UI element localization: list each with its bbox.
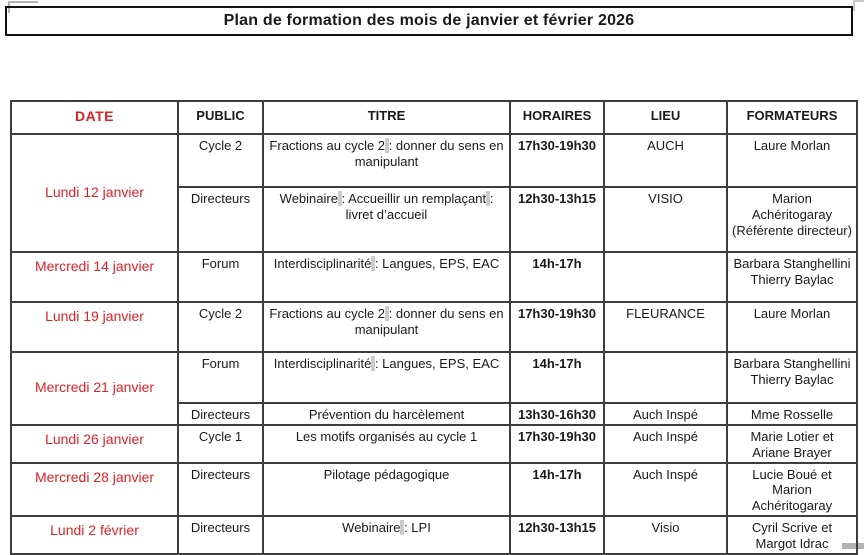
header-public[interactable]: PUBLIC <box>177 100 264 135</box>
public-cell[interactable]: Forum <box>177 351 264 404</box>
header-row: DATE PUBLIC TITRE HORAIRES LIEU FORMATEU… <box>10 100 858 135</box>
titre-cell[interactable]: Fractions au cycle 2 : donner du sens en… <box>262 133 511 188</box>
header-formateurs[interactable]: FORMATEURS <box>726 100 858 135</box>
formateurs-cell[interactable]: Laure Morlan <box>726 301 858 353</box>
public-cell[interactable]: Directeurs <box>177 461 264 518</box>
public-cell[interactable]: Directeurs <box>177 515 264 555</box>
formateurs-cell[interactable]: Marie Lotier et Ariane Brayer <box>726 423 858 464</box>
lieu-cell[interactable]: FLEURANCE <box>603 301 728 353</box>
header-titre[interactable]: TITRE <box>262 100 511 135</box>
table-row: Directeurs Webinaire : Accueillir un rem… <box>11 186 858 253</box>
titre-cell[interactable]: Pilotage pédagogique <box>262 461 511 518</box>
lieu-cell[interactable]: Visio <box>603 515 728 555</box>
formateurs-cell[interactable]: Marion Achéritogaray (Référente directeu… <box>726 186 858 253</box>
titre-cell[interactable]: Webinaire : LPI <box>262 515 511 555</box>
table-row: Mercredi 21 janvier Forum Interdisciplin… <box>10 351 858 426</box>
formateurs-cell[interactable]: Mme Rosselle <box>726 402 858 426</box>
table-row: Mercredi 28 janvier Directeurs Pilotage … <box>10 461 858 518</box>
date-cell[interactable]: Lundi 2 février <box>10 515 179 555</box>
formateurs-cell[interactable]: Barbara Stanghellini Thierry Baylac <box>726 351 858 404</box>
formateurs-cell[interactable]: Cyril Scrive et Margot Idrac <box>726 515 858 555</box>
page-corner-mark <box>853 0 864 11</box>
date-cell[interactable]: Lundi 26 janvier <box>10 423 179 464</box>
horaires-cell[interactable]: 17h30-19h30 <box>509 133 605 188</box>
public-cell[interactable]: Cycle 1 <box>177 423 264 464</box>
table-row: Lundi 19 janvier Cycle 2 Fractions au cy… <box>10 301 858 353</box>
horaires-cell[interactable]: 17h30-19h30 <box>509 301 605 353</box>
public-cell[interactable]: Cycle 2 <box>177 301 264 353</box>
header-date[interactable]: DATE <box>10 100 179 135</box>
formation-table: DATE PUBLIC TITRE HORAIRES LIEU FORMATEU… <box>10 100 858 555</box>
header-horaires[interactable]: HORAIRES <box>509 100 605 135</box>
table-row: Lundi 2 février Directeurs Webinaire : L… <box>10 515 858 555</box>
horaires-cell[interactable]: 17h30-19h30 <box>509 423 605 464</box>
page-title: Plan de formation des mois de janvier et… <box>223 12 635 29</box>
title-box: Plan de formation des mois de janvier et… <box>5 6 853 36</box>
titre-cell[interactable]: Fractions au cycle 2 : donner du sens en… <box>262 301 511 353</box>
public-cell[interactable]: Forum <box>177 251 264 303</box>
horaires-cell[interactable]: 14h-17h <box>509 461 605 518</box>
public-cell[interactable]: Cycle 2 <box>177 133 264 188</box>
horaires-cell[interactable]: 14h-17h <box>509 351 605 404</box>
date-cell[interactable]: Mercredi 21 janvier <box>10 351 179 426</box>
horaires-cell[interactable]: 12h30-13h15 <box>509 186 605 253</box>
titre-cell[interactable]: Prévention du harcèlement <box>262 402 511 426</box>
date-cell[interactable]: Lundi 12 janvier <box>10 133 179 253</box>
date-cell[interactable]: Mercredi 28 janvier <box>10 461 179 518</box>
lieu-cell[interactable] <box>603 351 728 404</box>
table-row: Lundi 12 janvier Cycle 2 Fractions au cy… <box>10 133 858 253</box>
table-row: Lundi 26 janvier Cycle 1 Les motifs orga… <box>10 423 858 464</box>
lieu-cell[interactable]: Auch Inspé <box>603 402 728 426</box>
formateurs-cell[interactable]: Laure Morlan <box>726 133 858 188</box>
titre-cell[interactable]: Webinaire : Accueillir un remplaçant : l… <box>262 186 511 253</box>
lieu-cell[interactable]: AUCH <box>603 133 728 188</box>
lieu-cell[interactable] <box>603 251 728 303</box>
public-cell[interactable]: Directeurs <box>177 186 264 253</box>
date-cell[interactable]: Mercredi 14 janvier <box>10 251 179 303</box>
lieu-cell[interactable]: Auch Inspé <box>603 461 728 518</box>
titre-cell[interactable]: Les motifs organisés au cycle 1 <box>262 423 511 464</box>
header-lieu[interactable]: LIEU <box>603 100 728 135</box>
formation-table-wrap: DATE PUBLIC TITRE HORAIRES LIEU FORMATEU… <box>10 100 858 555</box>
titre-cell[interactable]: Interdisciplinarité : Langues, EPS, EAC <box>262 351 511 404</box>
horaires-cell[interactable]: 13h30-16h30 <box>509 402 605 426</box>
lieu-cell[interactable]: VISIO <box>603 186 728 253</box>
formateurs-cell[interactable]: Barbara Stanghellini Thierry Baylac <box>726 251 858 303</box>
public-cell[interactable]: Directeurs <box>177 402 264 426</box>
lieu-cell[interactable]: Auch Inspé <box>603 423 728 464</box>
date-cell[interactable]: Lundi 19 janvier <box>10 301 179 353</box>
horaires-cell[interactable]: 12h30-13h15 <box>509 515 605 555</box>
table-row: Mercredi 14 janvier Forum Interdisciplin… <box>10 251 858 303</box>
table-row: Directeurs Prévention du harcèlement 13h… <box>11 402 858 426</box>
formateurs-cell[interactable]: Lucie Boué et Marion Achéritogaray <box>726 461 858 518</box>
titre-cell[interactable]: Interdisciplinarité : Langues, EPS, EAC <box>262 251 511 303</box>
horaires-cell[interactable]: 14h-17h <box>509 251 605 303</box>
